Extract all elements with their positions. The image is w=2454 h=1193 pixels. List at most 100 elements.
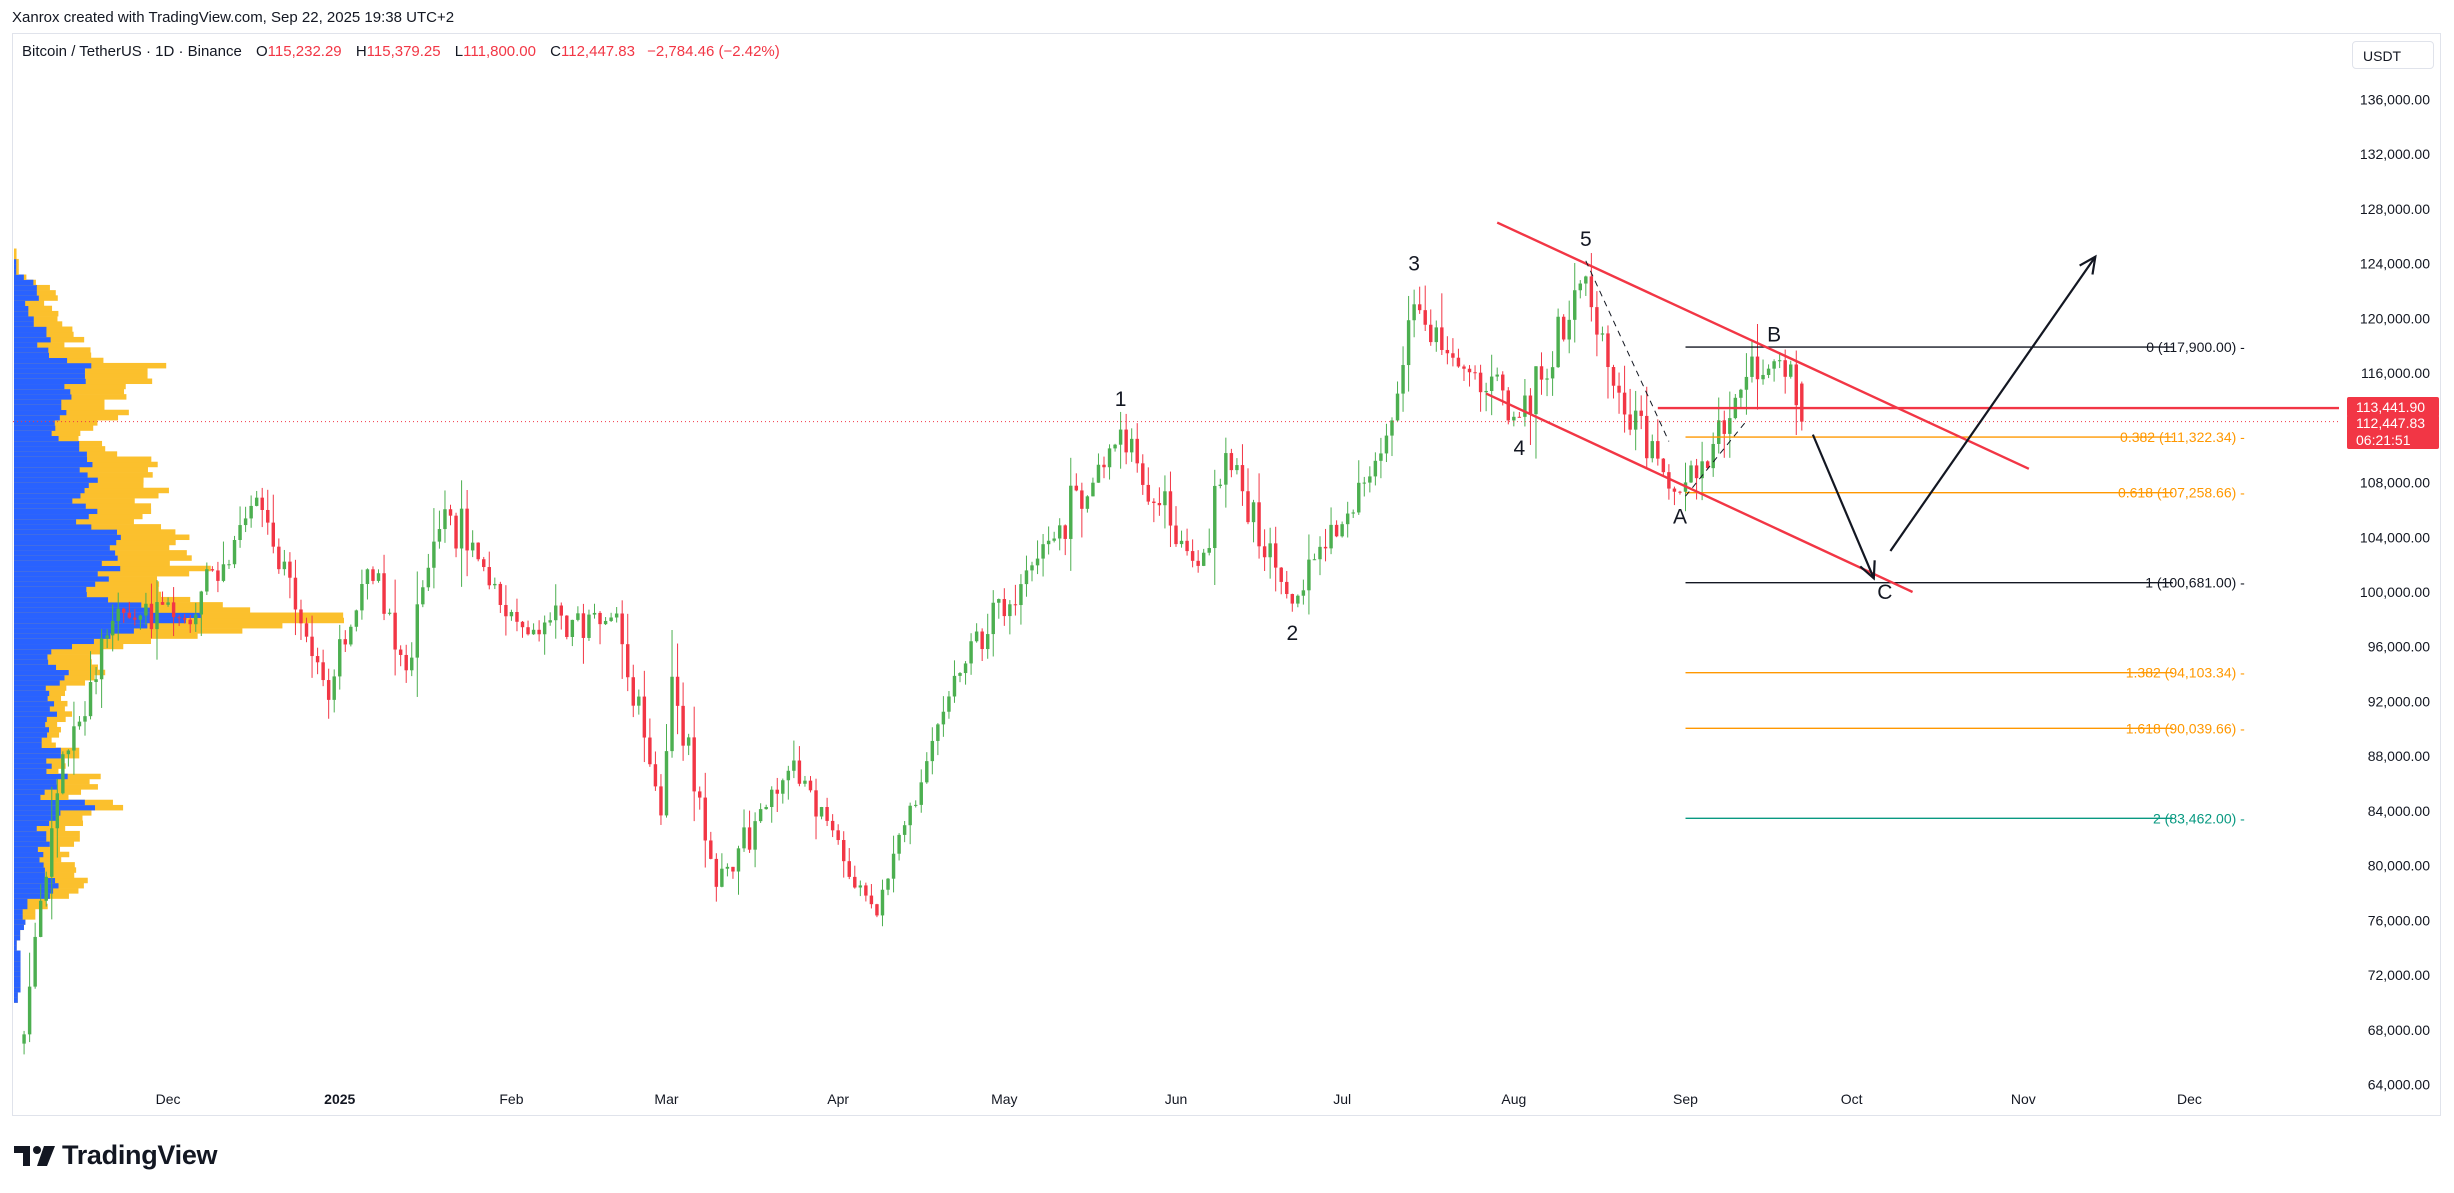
candle-body — [642, 696, 647, 738]
volume-profile-bar-up — [14, 591, 87, 598]
volume-profile-bar-down — [14, 836, 80, 842]
volume-profile-bar-up — [14, 461, 93, 468]
candle-body — [781, 780, 785, 794]
candle-body — [437, 529, 442, 542]
volume-profile-bar-up — [14, 316, 34, 322]
wave-label-3: 3 — [1408, 252, 1420, 275]
volume-profile-bar-up — [14, 903, 28, 910]
volume-profile-bar-up — [14, 888, 54, 894]
time-tick-label: Apr — [827, 1091, 849, 1107]
candle-body — [659, 786, 663, 816]
candle-body — [980, 631, 984, 650]
volume-profile-bar-up — [14, 409, 67, 416]
price-tick-label: 120,000.00 — [2360, 310, 2430, 326]
volume-profile-bar-up — [14, 706, 50, 712]
volume-profile-bar-down — [14, 914, 36, 920]
candle-body — [1340, 524, 1344, 537]
candle-body — [1711, 443, 1715, 469]
volume-profile-bar-down — [14, 248, 17, 255]
volume-profile-bar-up — [14, 581, 96, 587]
candle-body — [1279, 567, 1283, 582]
candle-body — [1179, 540, 1184, 545]
price-tick-label: 72,000.00 — [2368, 967, 2430, 983]
volume-profile-bar-down — [14, 591, 162, 598]
candle-body — [847, 861, 851, 877]
candle-body — [598, 612, 602, 625]
candle-body — [1589, 276, 1594, 308]
fib-level-label: 0 (117,900.00) - — [2146, 339, 2245, 355]
candle-body — [1035, 558, 1040, 566]
volume-profile-bar-up — [14, 773, 68, 780]
volume-profile-bar-up — [14, 934, 21, 941]
volume-profile-bar-down — [14, 352, 92, 359]
open-value: 115,232.29 — [267, 43, 342, 60]
volume-profile-bar-down — [14, 414, 119, 421]
volume-profile-bar-up — [14, 612, 201, 619]
candle-body — [603, 620, 608, 625]
currency-unit-button[interactable]: USDT — [2352, 41, 2434, 69]
candle-body — [1390, 420, 1394, 436]
volume-profile-bar-up — [14, 539, 117, 546]
candle-body — [271, 522, 276, 547]
axes: 136,000.00 132,000.00 128,000.00 124,000.00… — [156, 91, 2439, 1107]
price-tick-label: 124,000.00 — [2360, 256, 2430, 272]
candle-body — [1534, 366, 1538, 415]
candle-body — [1617, 385, 1621, 393]
price-tick-label: 68,000.00 — [2368, 1022, 2430, 1038]
candle-body — [626, 644, 630, 678]
candle-body — [819, 807, 824, 817]
price-tick-label: 80,000.00 — [2368, 858, 2430, 874]
candle-body — [426, 567, 431, 588]
candle-body — [470, 542, 475, 551]
candle-body — [592, 612, 597, 615]
candle-body — [770, 789, 774, 807]
candle-body — [1129, 438, 1134, 453]
volume-profile-bar-up — [14, 394, 72, 400]
volume-profile-bar-up — [14, 716, 47, 723]
candle-body — [1301, 590, 1306, 596]
candle-body — [1096, 464, 1101, 483]
candle-body — [465, 508, 469, 551]
volume-profile-bar-up — [14, 456, 88, 463]
volume-profile-bar-up — [14, 659, 49, 665]
candle-body — [1185, 540, 1189, 552]
candle-body — [997, 599, 1001, 603]
candle-body — [1545, 378, 1549, 380]
candle-body — [88, 682, 93, 717]
candle-body — [609, 617, 613, 621]
volume-profile-bar-up — [14, 851, 44, 858]
candle-body — [1384, 435, 1389, 454]
candle-body — [991, 602, 995, 635]
candle-body — [1434, 327, 1439, 343]
candle-body — [1467, 368, 1472, 373]
tradingview-logo[interactable]: TradingView — [14, 1140, 218, 1171]
candle-body — [443, 509, 447, 530]
candle-body — [1567, 319, 1571, 340]
candle-body — [1246, 491, 1250, 523]
candle-body — [1595, 307, 1599, 335]
price-badge-level — [2347, 397, 2439, 418]
candle-body — [266, 509, 270, 523]
volume-profile-bar-down — [14, 466, 148, 473]
candle-body — [1240, 465, 1245, 492]
volume-profile-bar-down — [14, 789, 82, 795]
candle-body — [260, 497, 264, 510]
candle-body — [1700, 461, 1704, 479]
price-tick-label: 104,000.00 — [2360, 529, 2430, 545]
candle-body — [1312, 559, 1317, 561]
candle-body — [1672, 488, 1677, 492]
volume-profile-bar-up — [14, 555, 118, 561]
candle-body — [963, 663, 968, 674]
volume-profile-bar-down — [14, 383, 126, 390]
volume-profile-bar-up — [14, 290, 37, 296]
candle-body — [720, 868, 724, 887]
candle-body — [631, 677, 635, 706]
tradingview-wordmark: TradingView — [62, 1140, 218, 1170]
symbol-title[interactable]: Bitcoin / TetherUS · 1D · Binance — [22, 43, 242, 60]
candle-body — [686, 737, 691, 746]
close-value: 112,447.83 — [561, 43, 635, 60]
candle-body — [1285, 581, 1289, 595]
low-value: 111,800.00 — [463, 43, 536, 60]
volume-profile-bar-up — [14, 524, 92, 530]
